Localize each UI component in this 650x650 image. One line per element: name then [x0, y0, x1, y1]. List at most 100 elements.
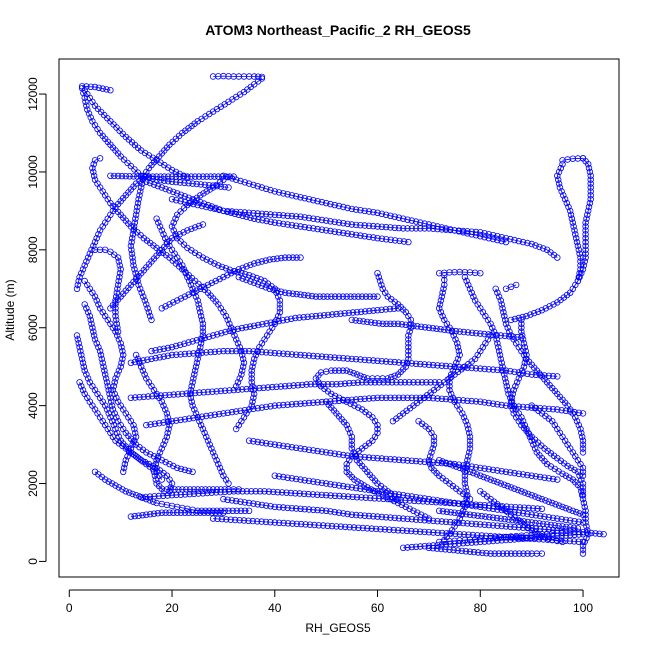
data-point	[473, 471, 481, 478]
data-point	[362, 293, 370, 300]
data-point	[197, 312, 205, 320]
data-point	[112, 301, 119, 308]
data-point	[220, 207, 227, 215]
data-point	[284, 474, 291, 481]
data-point	[499, 363, 506, 370]
data-point	[514, 486, 522, 494]
data-point	[563, 199, 570, 207]
y-axis-label: Altitude (m)	[3, 279, 17, 340]
data-point	[558, 407, 565, 414]
data-point	[152, 347, 159, 354]
data-point	[412, 360, 420, 367]
data-point	[395, 359, 403, 366]
data-point	[482, 513, 489, 520]
data-point	[180, 172, 187, 179]
data-point	[226, 488, 233, 495]
data-point	[456, 328, 463, 335]
data-point	[516, 504, 524, 511]
track-line-4	[91, 157, 245, 387]
data-point	[455, 500, 462, 507]
data-point	[127, 394, 135, 401]
data-point	[433, 499, 440, 506]
data-point	[254, 182, 261, 190]
data-point	[587, 192, 594, 199]
data-point	[131, 266, 138, 273]
data-point	[173, 491, 180, 499]
data-point	[348, 484, 355, 491]
data-point	[323, 217, 330, 224]
data-point	[352, 356, 360, 363]
data-point	[237, 177, 244, 185]
series-0	[73, 72, 607, 557]
data-point	[162, 303, 169, 310]
data-point	[353, 309, 361, 316]
data-point	[163, 433, 171, 440]
data-point	[310, 196, 317, 204]
track-line-22	[146, 397, 584, 426]
data-point	[340, 203, 347, 211]
data-point	[343, 460, 350, 468]
data-point	[376, 277, 384, 285]
data-point	[90, 160, 97, 168]
data-point	[376, 379, 383, 386]
data-point	[228, 175, 236, 182]
data-point	[487, 320, 494, 327]
data-point	[501, 316, 509, 324]
data-point	[270, 255, 277, 263]
data-point	[438, 395, 445, 402]
data-point	[271, 519, 278, 526]
data-point	[583, 215, 590, 222]
data-point	[518, 324, 525, 331]
data-point	[170, 299, 177, 306]
data-point	[281, 383, 289, 390]
data-point	[320, 312, 328, 319]
data-point	[173, 190, 181, 197]
data-point	[554, 254, 561, 261]
data-point	[136, 192, 143, 199]
data-point	[131, 437, 138, 444]
data-point	[161, 406, 169, 413]
data-point	[493, 514, 501, 522]
data-point	[162, 185, 169, 193]
data-point	[112, 316, 120, 324]
data-point	[197, 340, 205, 347]
data-point	[387, 212, 394, 219]
data-point	[190, 375, 197, 382]
data-point	[528, 550, 535, 557]
data-point	[424, 498, 431, 505]
data-point	[408, 516, 415, 523]
data-point	[101, 371, 109, 378]
data-point	[185, 339, 192, 346]
data-point	[350, 449, 357, 456]
data-point	[280, 442, 287, 450]
data-point	[352, 221, 360, 229]
data-point	[441, 272, 448, 279]
data-point	[122, 172, 129, 180]
data-point	[248, 375, 255, 382]
data-point	[579, 441, 587, 448]
data-point	[149, 173, 156, 180]
data-point	[164, 429, 171, 437]
data-point	[286, 382, 293, 389]
data-point	[576, 270, 583, 277]
data-point	[284, 221, 291, 228]
data-point	[567, 528, 574, 535]
data-point	[164, 414, 171, 421]
data-point	[275, 473, 283, 480]
data-point	[222, 312, 230, 320]
data-point	[168, 351, 176, 359]
track-line-9	[223, 175, 507, 243]
data-point	[454, 340, 461, 347]
data-point	[361, 486, 368, 493]
data-point	[387, 320, 394, 327]
data-point	[521, 489, 528, 496]
data-point	[495, 347, 503, 355]
data-point	[518, 488, 525, 495]
data-point	[357, 485, 364, 492]
data-point	[158, 445, 165, 452]
data-point	[355, 404, 362, 411]
data-point	[452, 336, 459, 343]
data-point	[107, 86, 114, 94]
data-point	[511, 523, 518, 531]
data-point	[357, 356, 364, 363]
